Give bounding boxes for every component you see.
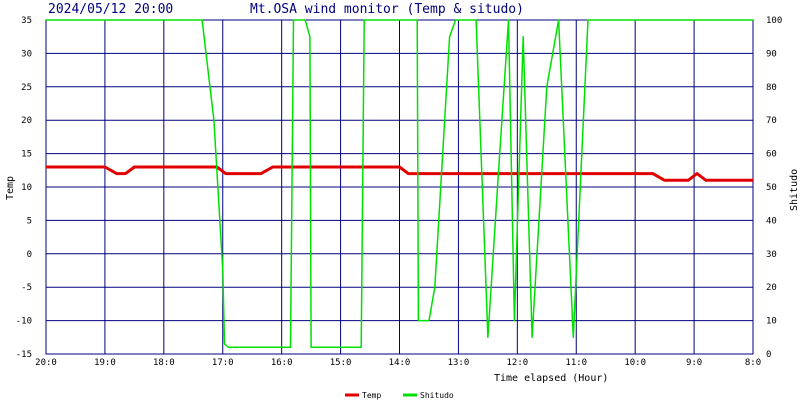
x-tick-label: 18:0 — [153, 358, 175, 368]
axis-ticks: 20:0 19:0 18:0 17:0 16:0 15:0 14:0 13:0 12:0 11:0… — [16, 16, 783, 368]
y-left-tick-label: 30 — [21, 49, 32, 59]
legend-label-shitudo: Shitudo — [420, 391, 454, 400]
legend-label-temp: Temp — [362, 391, 381, 400]
y-right-axis-label: Shitudo — [789, 169, 800, 211]
x-tick-label: 16:0 — [271, 358, 293, 368]
y-right-tick-label: 40 — [766, 216, 777, 226]
y-left-tick-label: 10 — [21, 183, 32, 193]
y-left-tick-label: 15 — [21, 150, 32, 160]
y-left-axis-label: Temp — [5, 176, 16, 200]
y-right-tick-label: 20 — [766, 283, 777, 293]
y-left-tick-label: -10 — [16, 317, 32, 327]
x-tick-label: 10:0 — [624, 358, 646, 368]
y-right-tick-label: 70 — [766, 116, 777, 126]
y-right-tick-label: 80 — [766, 83, 777, 93]
x-tick-label: 8:0 — [745, 358, 761, 368]
grid-lines — [45, 19, 754, 355]
y-left-tick-label: 25 — [21, 83, 32, 93]
x-tick-label: 13:0 — [448, 358, 470, 368]
y-right-tick-label: 60 — [766, 150, 777, 160]
x-tick-label: 14:0 — [389, 358, 411, 368]
x-tick-label: 20:0 — [35, 358, 57, 368]
x-tick-label: 9:0 — [686, 358, 702, 368]
y-left-tick-label: 5 — [27, 216, 32, 226]
y-right-tick-label: 90 — [766, 49, 777, 59]
y-right-tick-label: 30 — [766, 250, 777, 260]
y-left-tick-label: 35 — [21, 16, 32, 26]
y-left-tick-label: -5 — [21, 283, 32, 293]
x-tick-label: 11:0 — [565, 358, 587, 368]
timestamp: 2024/05/12 20:00 — [48, 2, 173, 17]
series-line-shitudo — [46, 19, 753, 349]
y-right-tick-label: 100 — [766, 16, 782, 26]
y-right-tick-label: 0 — [766, 350, 771, 360]
y-right-tick-label: 50 — [766, 183, 777, 193]
x-axis-label: Time elapsed (Hour) — [494, 373, 608, 384]
series-lines — [46, 19, 753, 349]
x-tick-label: 17:0 — [212, 358, 234, 368]
x-tick-label: 15:0 — [330, 358, 352, 368]
series-line-temp — [46, 165, 753, 182]
x-tick-label: 12:0 — [506, 358, 528, 368]
y-left-tick-label: 0 — [27, 250, 32, 260]
chart-title: Mt.OSA wind monitor (Temp & situdo) — [250, 2, 524, 17]
y-left-tick-label: 20 — [21, 116, 32, 126]
y-left-tick-label: -15 — [16, 350, 32, 360]
y-right-tick-label: 10 — [766, 317, 777, 327]
legend: Temp Shitudo — [345, 391, 454, 400]
x-tick-label: 19:0 — [94, 358, 116, 368]
